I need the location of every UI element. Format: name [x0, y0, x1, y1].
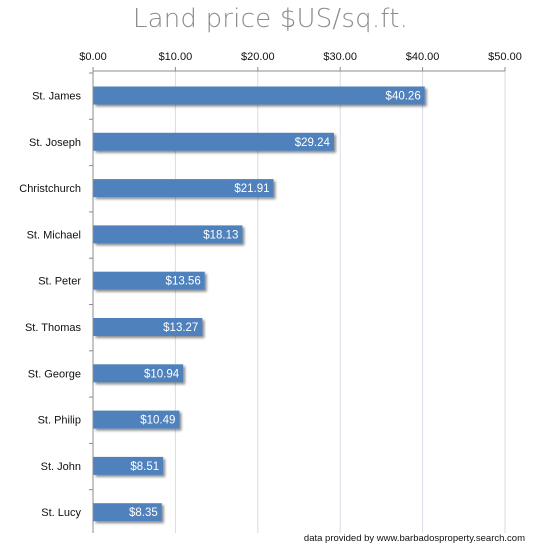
- category-label: St. Joseph: [29, 137, 81, 149]
- bar: [93, 318, 203, 336]
- x-tick-label: $30.00: [323, 51, 357, 63]
- category-label: St. John: [41, 461, 81, 473]
- x-tick-label: $0.00: [79, 51, 107, 63]
- category-label: St. Michael: [27, 229, 81, 241]
- bar: [93, 503, 162, 522]
- data-label: $18.13: [203, 229, 238, 241]
- data-label: $10.49: [140, 415, 175, 427]
- data-label: $10.94: [144, 368, 180, 380]
- category-label: St. Peter: [38, 276, 81, 288]
- bars: [93, 86, 425, 522]
- data-label: $13.27: [163, 322, 198, 334]
- bar: [93, 86, 425, 105]
- data-label: $8.35: [129, 507, 158, 519]
- bar: [93, 271, 205, 290]
- bar: [93, 225, 243, 244]
- bar: [93, 179, 274, 198]
- axes: [89, 67, 506, 533]
- data-label: $21.91: [234, 183, 269, 195]
- category-label: St. Thomas: [25, 322, 82, 334]
- data-credit: data provided by www.barbadosproperty.se…: [303, 533, 525, 544]
- chart-title: Land price $US/sq.ft.: [132, 4, 409, 34]
- x-tick-label: $10.00: [159, 51, 193, 63]
- bar: [93, 410, 180, 429]
- labels: $0.00 $10.00 $20.00 $30.00 $40.00 $50.00 St. J…: [19, 51, 522, 519]
- bar: [93, 456, 164, 475]
- category-label: St. James: [32, 91, 81, 103]
- data-label: $29.24: [295, 137, 331, 149]
- data-label: $8.51: [130, 461, 159, 473]
- category-label: St. Lucy: [41, 507, 81, 519]
- data-label: $40.26: [386, 91, 421, 103]
- category-label: St. George: [28, 368, 81, 380]
- category-label: St. Philip: [38, 415, 81, 427]
- category-label: Christchurch: [19, 183, 81, 195]
- bar: [93, 132, 334, 151]
- x-tick-label: $50.00: [488, 51, 522, 63]
- x-tick-label: $40.00: [406, 51, 440, 63]
- bar: [93, 364, 184, 383]
- data-label: $13.56: [166, 276, 201, 288]
- x-tick-label: $20.00: [241, 51, 275, 63]
